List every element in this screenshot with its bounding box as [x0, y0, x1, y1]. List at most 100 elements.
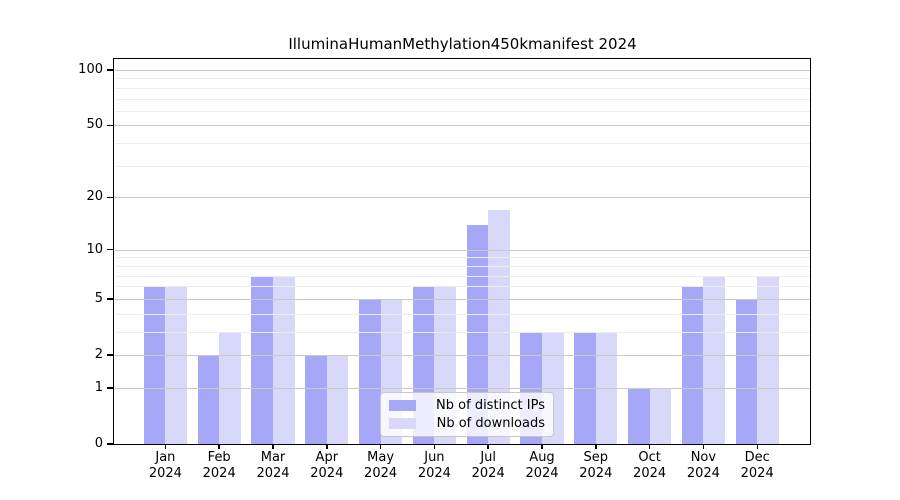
- legend-swatch-distinct-ips: [389, 400, 416, 411]
- x-tick-label-apr: Apr 2024: [295, 450, 359, 482]
- y-tick-label-50: 50: [86, 117, 103, 133]
- y-tick-label-10: 10: [86, 241, 103, 257]
- x-tick-nov: [702, 444, 705, 449]
- x-tick-year: 2024: [202, 466, 236, 481]
- y-tick-label-1: 1: [94, 379, 103, 395]
- x-tick-year: 2024: [740, 466, 774, 481]
- x-tick-label-jan: Jan 2024: [133, 450, 197, 482]
- y-tick-label-5: 5: [94, 290, 103, 306]
- legend: Nb of distinct IPs Nb of downloads: [380, 392, 554, 437]
- x-tick-aug: [541, 444, 543, 449]
- x-tick-year: 2024: [686, 466, 720, 481]
- x-tick-jul: [487, 444, 489, 449]
- gridline-minor-9: [115, 257, 810, 259]
- y-tick-10: [107, 248, 113, 251]
- y-tick-50: [107, 124, 113, 127]
- x-tick-label-nov: Nov 2024: [671, 450, 735, 482]
- x-tick-year: 2024: [364, 466, 398, 481]
- y-tick-100: [107, 69, 113, 71]
- x-tick-jan: [164, 444, 167, 449]
- gridline-minor-7: [115, 275, 810, 277]
- x-tick-year: 2024: [525, 466, 559, 481]
- x-tick-year: 2024: [633, 466, 667, 481]
- x-tick-month: Dec: [744, 450, 770, 465]
- bar-distinct-ips-mar: [251, 275, 273, 444]
- bar-downloads-apr: [326, 355, 349, 444]
- gridline-minor-70: [115, 98, 810, 100]
- x-tick-year: 2024: [256, 466, 290, 481]
- y-tick-2: [107, 354, 113, 356]
- bar-distinct-ips-apr: [305, 355, 327, 444]
- gridline-minor-6: [115, 286, 810, 288]
- x-tick-label-may: May 2024: [349, 450, 413, 482]
- x-tick-sep: [595, 444, 597, 449]
- x-tick-label-sep: Sep 2024: [564, 450, 628, 482]
- legend-label-distinct-ips: Nb of distinct IPs: [436, 398, 545, 413]
- y-tick-label-100: 100: [78, 62, 103, 77]
- gridline-1: [115, 387, 810, 389]
- x-tick-label-jun: Jun 2024: [402, 450, 466, 482]
- x-tick-month: Oct: [638, 450, 661, 465]
- chart-title: IlluminaHumanMethylation450kmanifest 202…: [288, 35, 637, 53]
- x-tick-month: Aug: [529, 450, 555, 465]
- x-tick-dec: [756, 444, 758, 449]
- x-tick-year: 2024: [471, 466, 505, 481]
- x-tick-year: 2024: [579, 466, 613, 481]
- x-tick-label-aug: Aug 2024: [510, 450, 574, 482]
- y-tick-label-2: 2: [94, 347, 103, 362]
- gridline-100: [115, 70, 810, 71]
- legend-label-downloads: Nb of downloads: [436, 416, 545, 431]
- legend-swatch-downloads: [389, 418, 416, 429]
- y-tick-20: [107, 196, 113, 198]
- x-tick-month: Jun: [424, 450, 445, 465]
- legend-item-downloads: Nb of downloads: [389, 416, 545, 431]
- x-tick-label-feb: Feb 2024: [187, 450, 251, 482]
- x-tick-year: 2024: [417, 466, 451, 481]
- gridline-minor-3: [115, 331, 810, 333]
- x-tick-month: Apr: [315, 450, 339, 465]
- x-tick-may: [379, 444, 382, 449]
- bar-distinct-ips-feb: [197, 355, 220, 444]
- bar-distinct-ips-may: [358, 298, 381, 444]
- gridline-minor-80: [115, 87, 810, 89]
- x-tick-month: Jan: [155, 450, 176, 465]
- y-tick-0: [107, 443, 113, 445]
- bar-downloads-dec: [757, 275, 779, 444]
- bar-downloads-oct: [649, 387, 672, 444]
- gridline-minor-60: [115, 110, 810, 112]
- bar-downloads-jan: [165, 286, 188, 444]
- x-tick-month: Sep: [583, 450, 609, 465]
- x-tick-apr: [326, 444, 328, 449]
- gridline-5: [115, 298, 810, 300]
- bar-distinct-ips-nov: [681, 286, 704, 444]
- gridline-20: [115, 197, 810, 199]
- legend-item-distinct-ips: Nb of distinct IPs: [389, 398, 545, 413]
- gridline-2: [115, 355, 810, 356]
- bar-distinct-ips-jan: [143, 286, 166, 444]
- x-tick-jun: [433, 444, 436, 449]
- x-tick-month: Feb: [207, 450, 231, 465]
- gridline-minor-40: [115, 143, 810, 145]
- bar-distinct-ips-jul: [466, 224, 489, 444]
- x-tick-month: May: [367, 450, 395, 465]
- gridline-minor-90: [115, 78, 810, 80]
- y-tick-1: [107, 387, 113, 389]
- gridline-minor-8: [115, 265, 810, 267]
- x-tick-oct: [648, 444, 651, 449]
- bar-downloads-mar: [273, 275, 295, 444]
- x-tick-label-oct: Oct 2024: [618, 450, 682, 482]
- bar-downloads-nov: [703, 275, 726, 444]
- x-tick-month: Jul: [480, 450, 497, 465]
- gridline-10: [115, 249, 810, 251]
- bar-distinct-ips-dec: [735, 298, 758, 444]
- x-tick-label-mar: Mar 2024: [241, 450, 305, 482]
- x-tick-year: 2024: [310, 466, 344, 481]
- x-tick-year: 2024: [148, 466, 182, 481]
- bar-downloads-jul: [488, 209, 510, 444]
- x-tick-label-jul: Jul 2024: [456, 450, 520, 482]
- x-tick-month: Nov: [690, 450, 717, 465]
- y-tick-5: [107, 298, 113, 300]
- bar-distinct-ips-oct: [627, 387, 650, 444]
- x-tick-month: Mar: [260, 450, 286, 465]
